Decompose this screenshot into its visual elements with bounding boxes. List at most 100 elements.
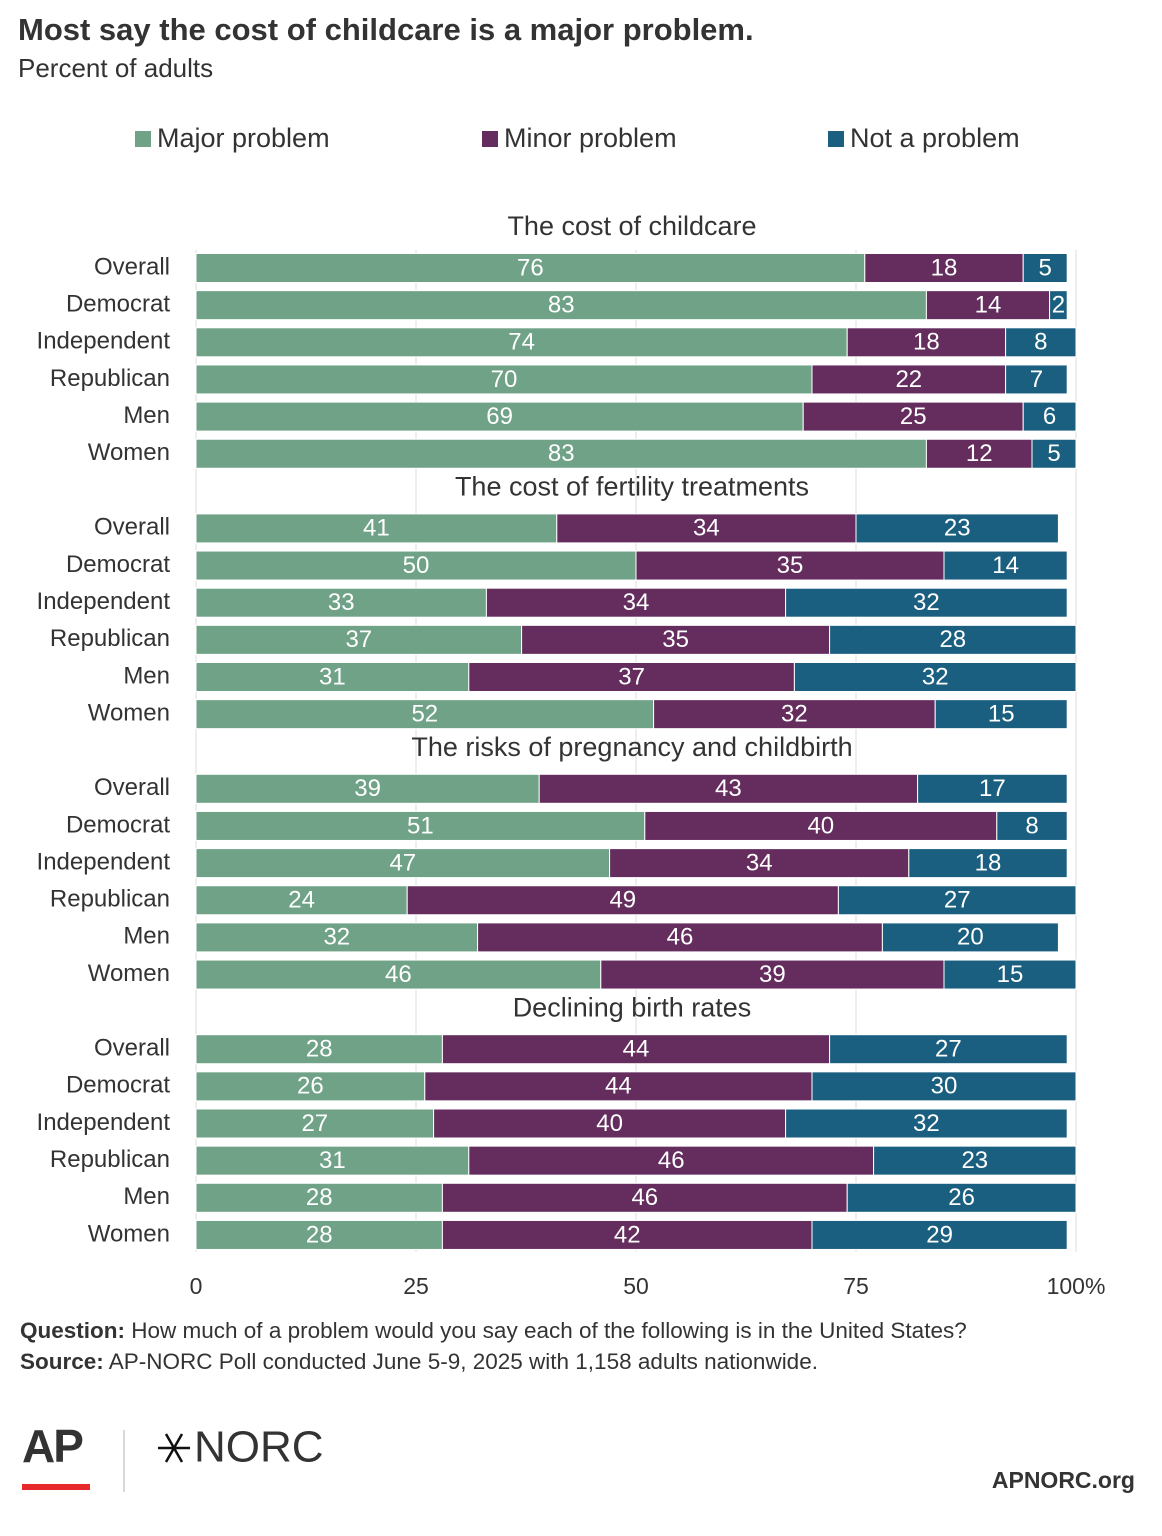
category-label: Women: [88, 439, 170, 466]
category-label: Republican: [50, 886, 170, 913]
value-label: 43: [715, 775, 742, 802]
category-label: Men: [123, 402, 170, 429]
norc-logo: NORC: [194, 1423, 324, 1472]
category-label: Independent: [37, 1109, 171, 1136]
value-label: 14: [992, 552, 1019, 579]
bar-segment: [917, 773, 1068, 804]
legend-label: Not a problem: [850, 123, 1020, 153]
question-note: Question: How much of a problem would yo…: [20, 1318, 967, 1343]
value-label: 44: [623, 1036, 650, 1063]
legend-label: Major problem: [157, 123, 330, 153]
value-label: 24: [288, 887, 315, 914]
category-label: Women: [88, 960, 170, 987]
bar-segment: [468, 1145, 875, 1176]
bar-segment: [477, 922, 883, 953]
value-label: 15: [997, 961, 1024, 988]
value-label: 25: [900, 403, 927, 430]
value-label: 37: [618, 663, 645, 690]
value-label: 8: [1025, 812, 1038, 839]
bar-segment: [195, 401, 804, 432]
bar-segment: [195, 1034, 443, 1065]
value-label: 6: [1043, 403, 1056, 430]
value-label: 83: [548, 440, 575, 467]
category-label: Overall: [94, 1035, 170, 1062]
bar-segment: [600, 959, 945, 990]
bar-segment: [846, 327, 1007, 358]
ap-logo-bar: [22, 1484, 90, 1490]
value-label: 31: [319, 1147, 346, 1174]
x-tick-label: 50: [623, 1273, 649, 1299]
value-label: 70: [491, 366, 518, 393]
value-label: 14: [975, 291, 1002, 318]
x-tick-label: 0: [190, 1273, 203, 1299]
value-label: 18: [975, 849, 1002, 876]
value-label: 52: [411, 700, 438, 727]
value-label: 23: [961, 1147, 988, 1174]
category-label: Overall: [94, 253, 170, 280]
value-label: 40: [807, 812, 834, 839]
bar-segment: [195, 253, 866, 283]
bar-segment: [195, 550, 637, 581]
bar-segment: [925, 290, 1051, 321]
bar-segment: [556, 513, 857, 544]
value-label: 34: [746, 849, 773, 876]
bar-segment: [1005, 364, 1068, 395]
category-label: Men: [123, 1183, 170, 1210]
bar-segment: [195, 1145, 470, 1176]
category-label: Democrat: [66, 811, 170, 838]
x-tick-label: 75: [843, 1273, 869, 1299]
value-label: 28: [306, 1221, 333, 1248]
value-label: 26: [297, 1073, 324, 1100]
value-label: 23: [944, 515, 971, 542]
value-label: 41: [363, 515, 390, 542]
value-label: 26: [948, 1184, 975, 1211]
value-label: 22: [895, 366, 922, 393]
value-label: 46: [658, 1147, 685, 1174]
value-label: 34: [623, 589, 650, 616]
bar-segment: [996, 810, 1068, 841]
panel-title: The cost of fertility treatments: [455, 472, 809, 502]
value-label: 30: [931, 1073, 958, 1100]
value-label: 51: [407, 812, 434, 839]
category-label: Independent: [37, 848, 171, 875]
value-label: 20: [957, 924, 984, 951]
value-label: 35: [777, 552, 804, 579]
bar-segment: [1049, 290, 1068, 321]
value-label: 32: [913, 589, 940, 616]
chart-subtitle: Percent of adults: [18, 53, 213, 83]
bar-segment: [195, 513, 558, 544]
bar-segment: [802, 401, 1024, 432]
value-label: 47: [389, 849, 416, 876]
value-label: 40: [596, 1110, 623, 1137]
bar-segment: [538, 773, 919, 804]
value-label: 69: [486, 403, 513, 430]
value-label: 27: [935, 1036, 962, 1063]
category-label: Women: [88, 1220, 170, 1247]
bar-segment: [195, 327, 848, 358]
value-label: 32: [913, 1110, 940, 1137]
category-label: Overall: [94, 774, 170, 801]
value-label: 31: [319, 663, 346, 690]
bar-segment: [1022, 253, 1068, 283]
category-label: Republican: [50, 625, 170, 652]
bar-segment: [441, 1219, 813, 1250]
category-label: Independent: [37, 328, 171, 355]
value-label: 46: [631, 1184, 658, 1211]
category-label: Republican: [50, 1146, 170, 1173]
value-label: 74: [508, 329, 535, 356]
value-label: 83: [548, 291, 575, 318]
category-label: Overall: [94, 514, 170, 541]
legend-swatch: [482, 131, 498, 147]
bar-segment: [785, 1108, 1068, 1139]
bar-segment: [943, 959, 1077, 990]
value-label: 18: [913, 329, 940, 356]
value-label: 18: [931, 254, 958, 281]
value-label: 49: [609, 887, 636, 914]
bar-segment: [195, 885, 408, 916]
bar-segment: [943, 550, 1068, 581]
value-label: 44: [605, 1073, 632, 1100]
bar-segment: [855, 513, 1059, 544]
bar-segment: [195, 848, 611, 879]
value-label: 34: [693, 515, 720, 542]
bar-segment: [793, 662, 1077, 692]
